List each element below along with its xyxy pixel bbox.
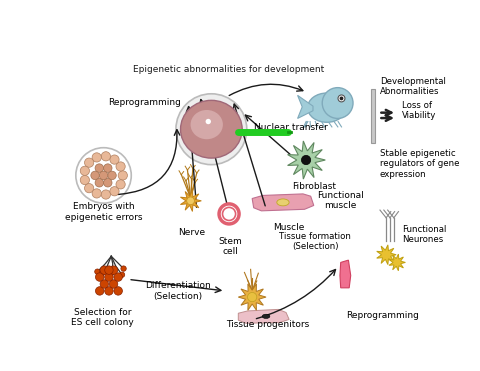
Text: Nuclear transfer: Nuclear transfer: [254, 123, 327, 132]
Circle shape: [95, 178, 104, 187]
Circle shape: [121, 266, 126, 271]
Text: Selection for
ES cell colony: Selection for ES cell colony: [72, 308, 134, 327]
Text: Stable epigenetic
regulators of gene
expression: Stable epigenetic regulators of gene exp…: [380, 149, 459, 179]
Polygon shape: [180, 190, 201, 211]
Polygon shape: [298, 95, 313, 118]
Circle shape: [99, 270, 105, 276]
Circle shape: [338, 95, 345, 102]
Ellipse shape: [262, 314, 270, 318]
Circle shape: [96, 273, 104, 281]
Circle shape: [109, 280, 118, 288]
Text: Fibroblast: Fibroblast: [292, 181, 336, 191]
Text: Loss of
Viability: Loss of Viability: [402, 101, 436, 121]
Circle shape: [116, 180, 125, 189]
Circle shape: [110, 187, 119, 196]
Circle shape: [100, 266, 108, 275]
Polygon shape: [238, 284, 266, 310]
Ellipse shape: [180, 100, 242, 158]
Circle shape: [248, 292, 257, 302]
Circle shape: [105, 273, 113, 281]
Circle shape: [101, 190, 110, 199]
Circle shape: [84, 184, 94, 193]
Circle shape: [118, 171, 127, 180]
Circle shape: [100, 280, 108, 288]
Polygon shape: [252, 194, 314, 211]
Circle shape: [223, 207, 236, 220]
Circle shape: [96, 287, 104, 295]
Circle shape: [114, 273, 122, 281]
Polygon shape: [371, 89, 375, 143]
Text: Functional
Neurones: Functional Neurones: [402, 225, 447, 244]
Text: Epigenetic abnormalities for development: Epigenetic abnormalities for development: [133, 65, 324, 74]
Text: Reprogramming: Reprogramming: [347, 311, 420, 320]
Circle shape: [205, 119, 211, 124]
Circle shape: [80, 166, 89, 175]
Ellipse shape: [191, 110, 223, 139]
Text: Embryos with
epigenetic errors: Embryos with epigenetic errors: [65, 202, 142, 222]
Circle shape: [92, 189, 101, 198]
Text: Differentiation
(Selection): Differentiation (Selection): [145, 281, 211, 301]
Text: Functional
muscle: Functional muscle: [317, 191, 364, 210]
Text: Nerve: Nerve: [179, 228, 205, 237]
Circle shape: [95, 269, 100, 275]
Polygon shape: [377, 245, 396, 265]
Circle shape: [114, 287, 122, 295]
Text: Reprogramming: Reprogramming: [108, 98, 181, 107]
Circle shape: [116, 162, 125, 171]
Circle shape: [105, 266, 113, 275]
Ellipse shape: [277, 199, 289, 206]
Circle shape: [84, 158, 94, 167]
Circle shape: [187, 197, 194, 205]
Circle shape: [322, 88, 353, 118]
Circle shape: [176, 94, 247, 165]
Polygon shape: [288, 141, 325, 179]
Circle shape: [120, 272, 125, 278]
Circle shape: [99, 171, 108, 180]
Circle shape: [104, 164, 112, 172]
Polygon shape: [238, 309, 289, 323]
Circle shape: [80, 175, 89, 185]
Circle shape: [76, 148, 131, 203]
Circle shape: [219, 204, 239, 224]
Ellipse shape: [308, 93, 346, 122]
Circle shape: [109, 266, 118, 275]
Circle shape: [108, 171, 116, 180]
Polygon shape: [340, 260, 351, 288]
Circle shape: [301, 155, 311, 165]
Text: Muscle: Muscle: [274, 223, 305, 232]
Circle shape: [104, 178, 112, 187]
Circle shape: [101, 152, 110, 161]
Circle shape: [92, 153, 101, 162]
Text: Tissue formation
(Selection): Tissue formation (Selection): [279, 232, 351, 251]
Circle shape: [91, 171, 99, 180]
Text: Tissue progenitors: Tissue progenitors: [226, 320, 309, 329]
Circle shape: [339, 96, 343, 100]
Circle shape: [95, 164, 104, 172]
Text: Developmental
Abnormalities: Developmental Abnormalities: [380, 77, 446, 96]
Circle shape: [110, 155, 119, 164]
Text: Stem
cell: Stem cell: [219, 237, 242, 256]
Circle shape: [108, 270, 114, 276]
Polygon shape: [389, 254, 406, 271]
Circle shape: [105, 287, 113, 295]
